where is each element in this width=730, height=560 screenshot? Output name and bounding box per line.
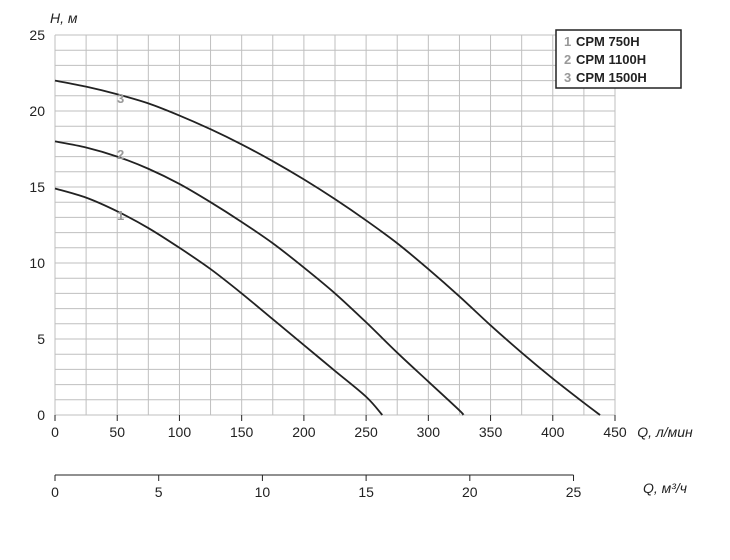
legend-item-num: 2 bbox=[564, 52, 571, 67]
pump-curve-chart: 0510152025H, м05010015020025030035040045… bbox=[0, 0, 730, 560]
series-label: 2 bbox=[117, 147, 124, 162]
legend-item-label: CPM 750H bbox=[576, 34, 640, 49]
series-label: 3 bbox=[117, 91, 124, 106]
x-tick-label: 150 bbox=[230, 424, 254, 440]
legend-item-num: 3 bbox=[564, 70, 571, 85]
x-tick-label: 0 bbox=[51, 424, 59, 440]
x-axis-secondary: 0 5 10 15 20 25 Q, м³/ч bbox=[51, 475, 687, 500]
legend: 1 CPM 750H 2 CPM 1100H 3 CPM 1500H bbox=[556, 30, 681, 88]
x-tick-label: 200 bbox=[292, 424, 316, 440]
y-tick-label: 20 bbox=[29, 103, 45, 119]
x-axis: 0 50 100 150 200 250 300 350 400 450 Q, л/мин bbox=[51, 415, 693, 440]
x-axis2-title: Q, м³/ч bbox=[643, 480, 687, 496]
x-tick-label: 400 bbox=[541, 424, 565, 440]
y-axis: 0 5 10 15 20 25 H, м bbox=[29, 10, 77, 423]
x2-tick-label: 20 bbox=[462, 484, 478, 500]
x2-tick-label: 10 bbox=[255, 484, 271, 500]
y-tick-label: 25 bbox=[29, 27, 45, 43]
y-tick-label: 10 bbox=[29, 255, 45, 271]
x-tick-label: 100 bbox=[168, 424, 192, 440]
x2-tick-label: 15 bbox=[358, 484, 374, 500]
legend-item-num: 1 bbox=[564, 34, 571, 49]
y-axis-title: H, м bbox=[50, 10, 78, 26]
x-tick-label: 50 bbox=[109, 424, 125, 440]
series-curve bbox=[55, 189, 382, 415]
x2-tick-label: 0 bbox=[51, 484, 59, 500]
x-tick-label: 350 bbox=[479, 424, 503, 440]
x-tick-label: 300 bbox=[417, 424, 441, 440]
legend-item-label: CPM 1500H bbox=[576, 70, 647, 85]
x-tick-label: 450 bbox=[603, 424, 627, 440]
y-tick-label: 15 bbox=[29, 179, 45, 195]
x2-tick-label: 25 bbox=[566, 484, 582, 500]
legend-item-label: CPM 1100H bbox=[576, 52, 646, 67]
x2-tick-label: 5 bbox=[155, 484, 163, 500]
x-tick-label: 250 bbox=[354, 424, 378, 440]
y-tick-label: 0 bbox=[37, 407, 45, 423]
series-label: 1 bbox=[117, 208, 124, 223]
grid bbox=[55, 35, 615, 415]
y-tick-label: 5 bbox=[37, 331, 45, 347]
chart-svg: 0510152025H, м05010015020025030035040045… bbox=[0, 0, 730, 560]
x-axis-title: Q, л/мин bbox=[637, 424, 693, 440]
